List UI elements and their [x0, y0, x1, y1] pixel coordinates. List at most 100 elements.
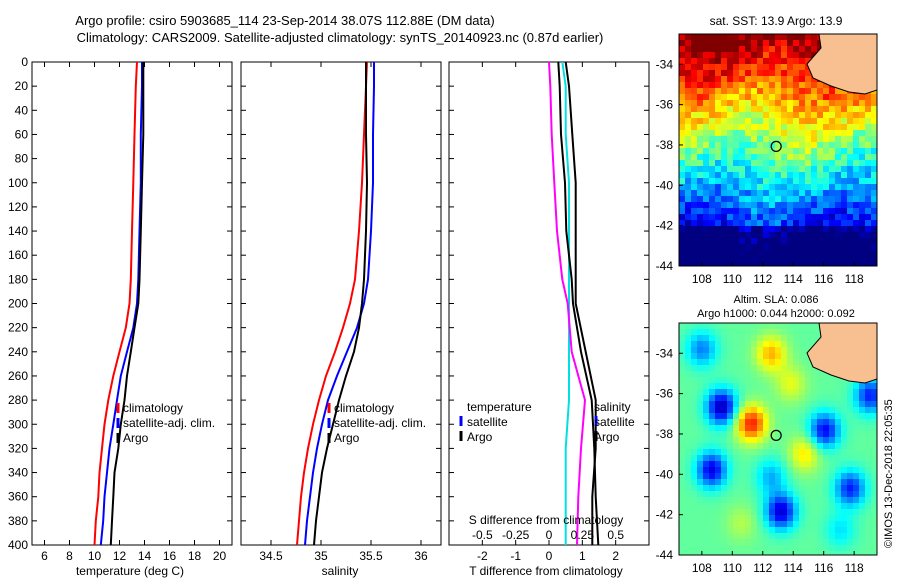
map-cell: [721, 34, 727, 40]
map-cell: [721, 527, 727, 533]
series-line-satellite-adj-clim-: [304, 62, 375, 546]
map-cell: [679, 52, 685, 58]
map-cell: [769, 485, 775, 491]
map-cell: [835, 437, 841, 443]
map-cell: [847, 539, 853, 545]
map-cell: [847, 130, 853, 136]
map-cell: [805, 52, 811, 58]
map-cell: [787, 479, 793, 485]
map-cell: [685, 395, 691, 401]
map-cell: [751, 214, 757, 220]
map-cell: [751, 244, 757, 250]
map-cell: [691, 359, 697, 365]
map-cell: [739, 539, 745, 545]
map-cell: [835, 425, 841, 431]
map-cell: [829, 527, 835, 533]
map-cell: [823, 118, 829, 124]
map-cell: [697, 431, 703, 437]
map-cell: [709, 226, 715, 232]
map-cell: [769, 178, 775, 184]
map-cell: [853, 232, 859, 238]
map-cell: [697, 124, 703, 130]
map-cell: [685, 419, 691, 425]
x-tick-label: 36: [414, 549, 428, 563]
map-cell: [781, 497, 787, 503]
map-cell: [751, 551, 757, 555]
map-cell: [859, 190, 865, 196]
map-cell: [727, 214, 733, 220]
map-cell: [805, 533, 811, 539]
map-cell: [769, 419, 775, 425]
map-cell: [727, 461, 733, 467]
map-cell: [829, 443, 835, 449]
map-cell: [715, 389, 721, 395]
map-cell: [709, 178, 715, 184]
map-cell: [715, 166, 721, 172]
map-cell: [763, 64, 769, 70]
map-cell: [757, 497, 763, 503]
map-cell: [763, 509, 769, 515]
map-cell: [787, 52, 793, 58]
map-cell: [841, 172, 847, 178]
map-cell: [823, 449, 829, 455]
map-cell: [871, 467, 877, 473]
map-cell: [829, 208, 835, 214]
map-cell: [739, 371, 745, 377]
map-cell: [751, 226, 757, 232]
map-cell: [685, 46, 691, 52]
map-cell: [793, 527, 799, 533]
map-cell: [703, 88, 709, 94]
map-cell: [709, 461, 715, 467]
map-cell: [847, 148, 853, 154]
map-cell: [811, 130, 817, 136]
map-cell: [817, 136, 823, 142]
map-cell: [727, 455, 733, 461]
map-cell: [715, 58, 721, 64]
map-cell: [823, 202, 829, 208]
map-cell: [775, 76, 781, 82]
map-cell: [853, 106, 859, 112]
map-cell: [727, 425, 733, 431]
map-cell: [865, 184, 871, 190]
map-cell: [739, 250, 745, 256]
map-cell: [721, 383, 727, 389]
map-cell: [727, 226, 733, 232]
map-cell: [679, 64, 685, 70]
map-cell: [745, 533, 751, 539]
map-cell: [793, 142, 799, 148]
map-cell: [775, 82, 781, 88]
map-cell: [769, 491, 775, 497]
map-cell: [703, 515, 709, 521]
map-cell: [751, 491, 757, 497]
map-cell: [739, 166, 745, 172]
map-cell: [793, 395, 799, 401]
map-cell: [775, 46, 781, 52]
map-cell: [817, 226, 823, 232]
map-cell: [817, 202, 823, 208]
map-cell: [835, 220, 841, 226]
map-cell: [757, 34, 763, 40]
map-cell: [799, 431, 805, 437]
map-cell: [859, 533, 865, 539]
y-tick-label: 280: [8, 393, 28, 407]
map-cell: [865, 509, 871, 515]
map-cell: [823, 515, 829, 521]
map-cell: [721, 401, 727, 407]
map-cell: [865, 545, 871, 551]
map-cell: [703, 413, 709, 419]
map-cell: [763, 154, 769, 160]
map-cell: [805, 136, 811, 142]
map-cell: [757, 70, 763, 76]
y-tick-label: 380: [8, 514, 28, 528]
map-cell: [745, 136, 751, 142]
map-cell: [793, 389, 799, 395]
legend-title: temperature: [467, 400, 532, 414]
map-cell: [679, 473, 685, 479]
map-cell: [829, 425, 835, 431]
map-cell: [691, 539, 697, 545]
map-cell: [853, 479, 859, 485]
map-cell: [685, 491, 691, 497]
map-cell: [781, 533, 787, 539]
map-cell: [817, 461, 823, 467]
map-cell: [679, 347, 685, 353]
